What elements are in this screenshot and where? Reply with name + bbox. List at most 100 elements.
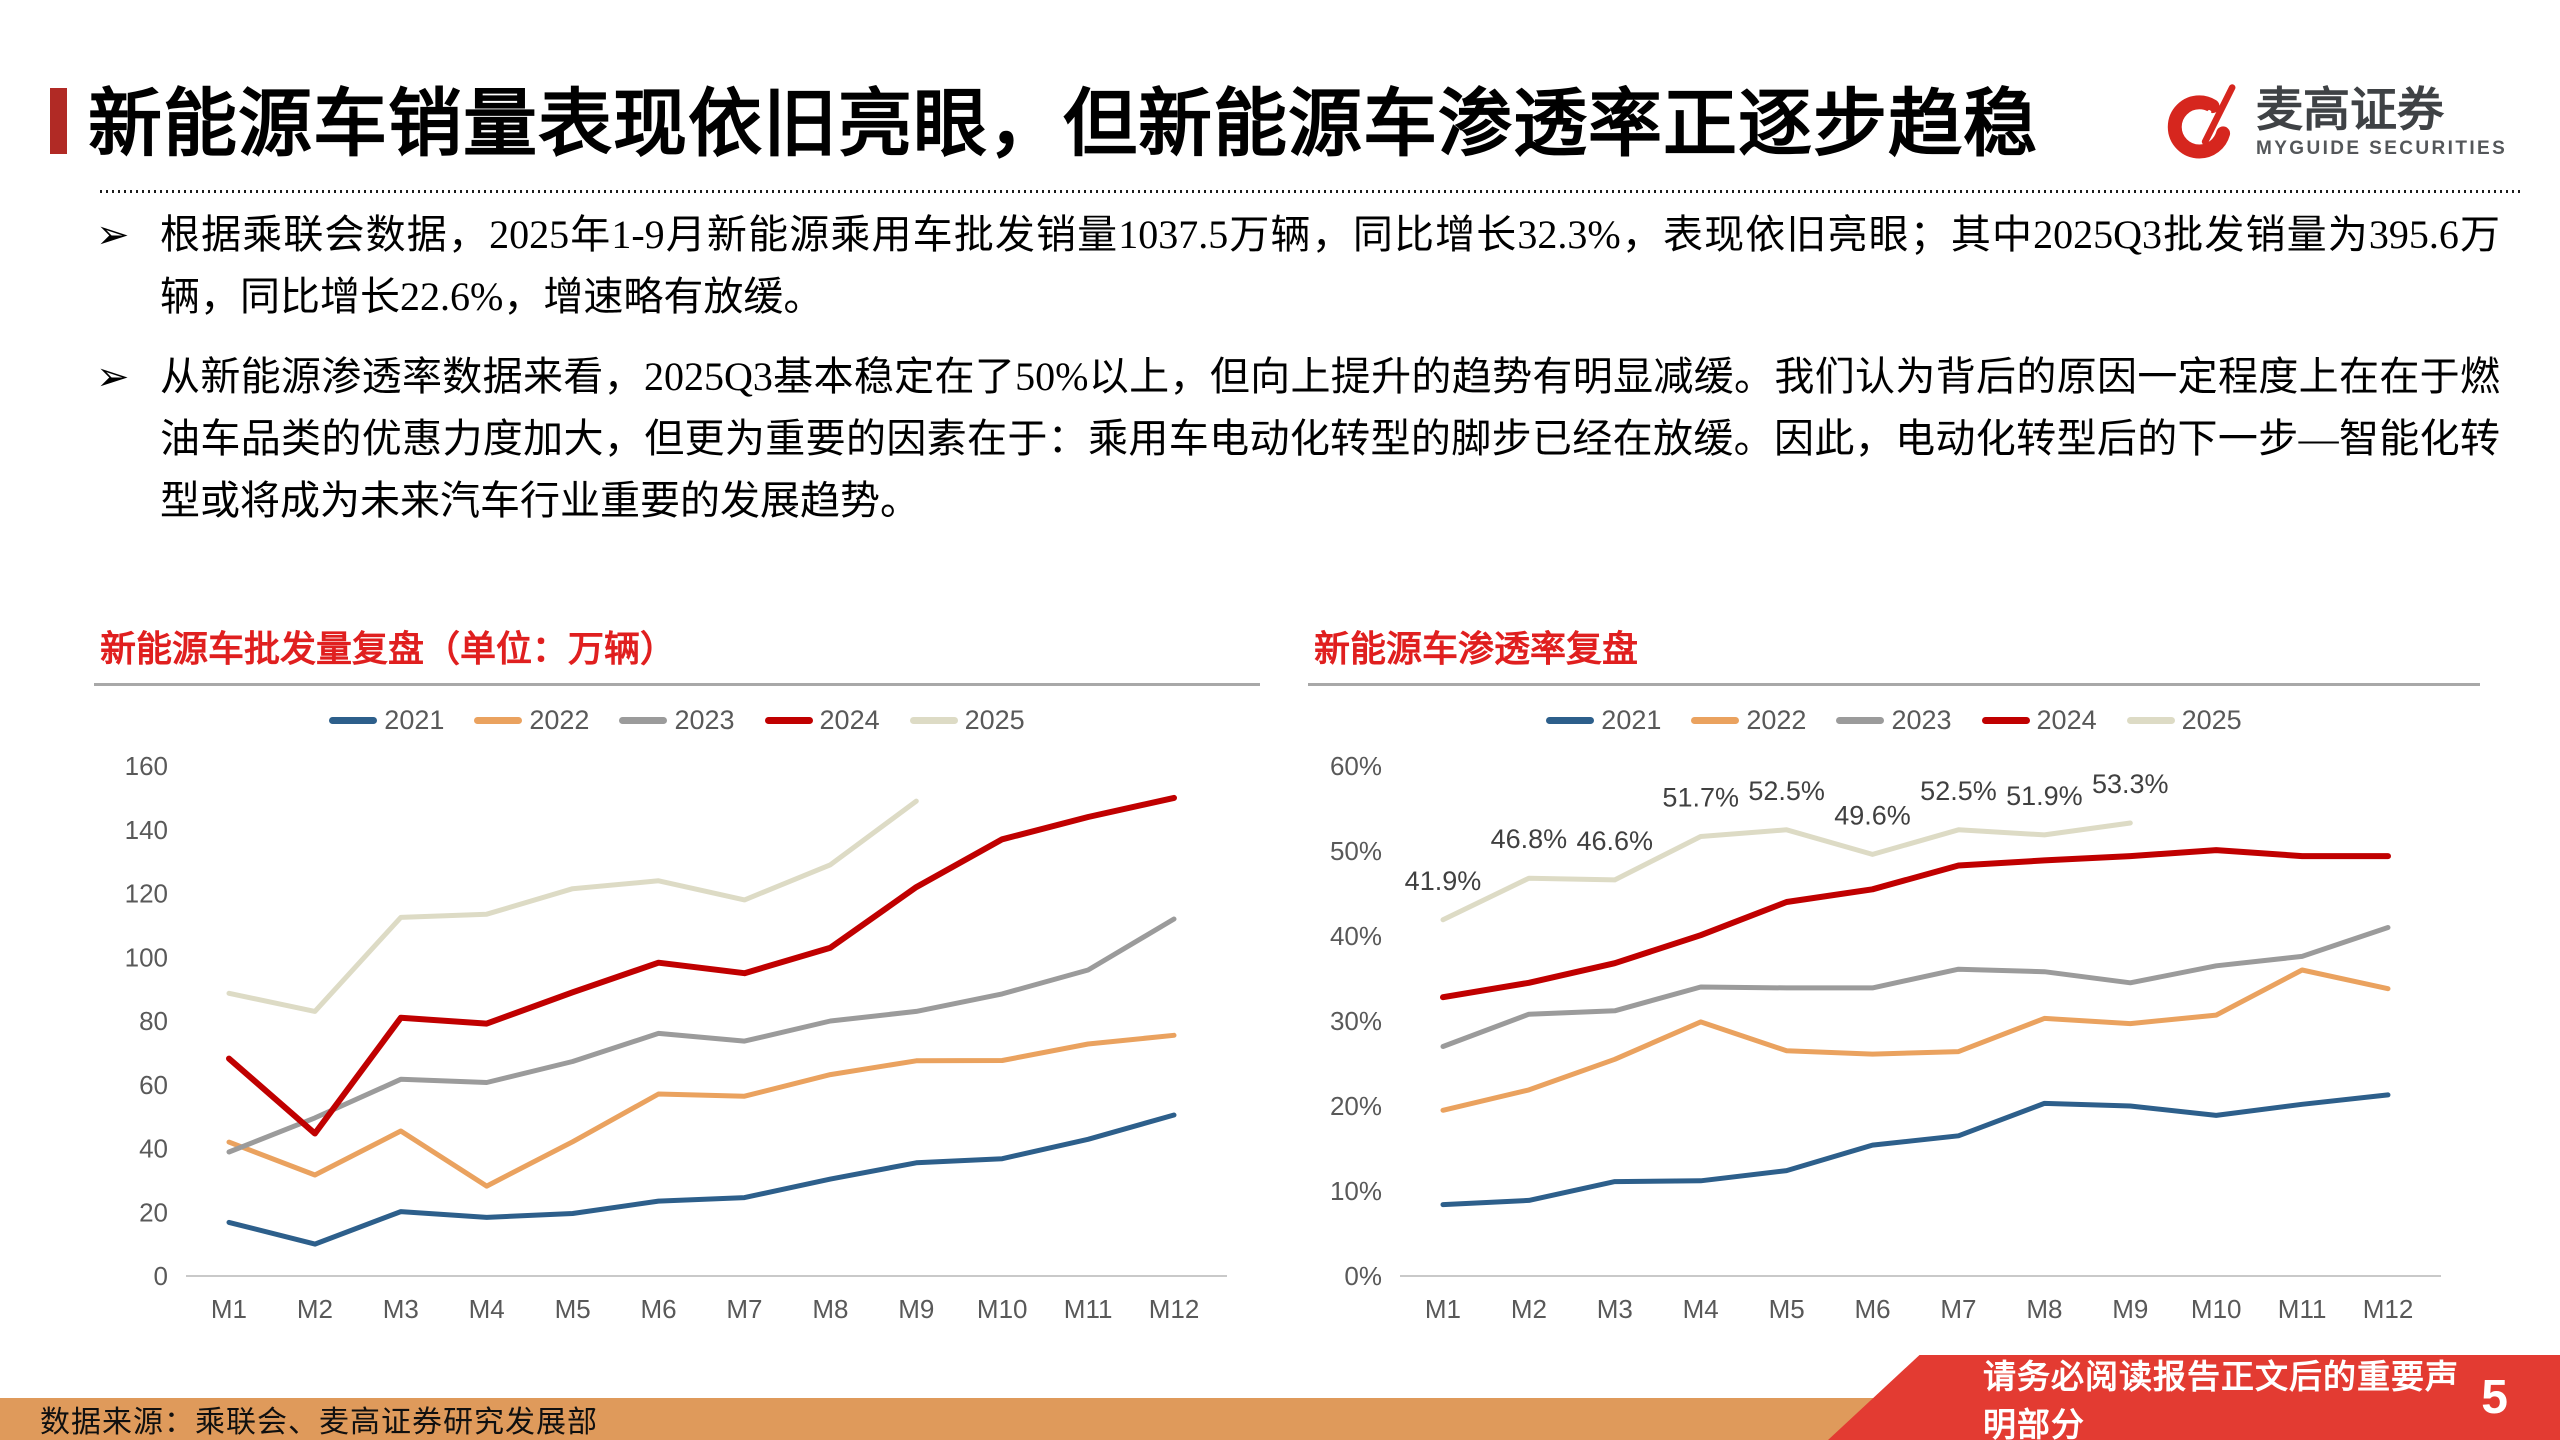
legend-swatch (1981, 716, 2030, 724)
bullet-item: ➢ 从新能源渗透率数据来看，2025Q3基本稳定在了50%以上，但向上提升的趋势… (96, 346, 2500, 532)
series-line-2022 (1440, 967, 2391, 1113)
legend-label: 2025 (2181, 704, 2242, 735)
legend-item-2021: 2021 (329, 705, 444, 736)
footer-disclaimer-band: 请务必阅读报告正文后的重要声明部分 5 (1828, 1355, 2560, 1440)
penetration-rate-line-chart: 0% 10% 20% 30% 40% 50% 60% M1 M2 M3 M4 M5 M6 M7 M8 M9 M1… (1330, 751, 2441, 1324)
data-label: 52.5% (1748, 776, 1825, 806)
y-axis-tick: 30% (1330, 1006, 1382, 1036)
x-axis-label: M4 (469, 1294, 505, 1324)
x-axis-label: M6 (1854, 1294, 1890, 1324)
data-label: 46.6% (1577, 826, 1654, 856)
legend-swatch (2126, 716, 2175, 724)
x-axis-label: M8 (2026, 1294, 2062, 1324)
bullet-arrow-icon: ➢ (96, 212, 130, 257)
x-axis-label: M6 (640, 1294, 676, 1324)
legend-swatch (1546, 716, 1595, 724)
bullet-text: 根据乘联会数据，2025年1-9月新能源乘用车批发销量1037.5万辆，同比增长… (160, 212, 2500, 319)
x-axis-label: M4 (1683, 1294, 1719, 1324)
x-axis-label: M8 (812, 1294, 848, 1324)
legend-item-2023: 2023 (1836, 704, 1952, 736)
series-line-2023 (1440, 925, 2391, 1050)
y-axis-tick: 160 (125, 751, 168, 781)
logo-en-text: MYGUIDE SECURITIES (2256, 138, 2508, 160)
legend-swatch (619, 716, 668, 724)
wholesale-volume-line-chart: 0 20 40 60 80 100 120 140 160 M1 M2 M3 M4 M5 M6 M7 M8 M9 M… (125, 751, 1227, 1324)
series-line-2024 (1440, 847, 2391, 1001)
logo-flower-icon (2167, 84, 2236, 159)
y-axis-tick: 100 (125, 942, 168, 972)
bullet-list: ➢ 根据乘联会数据，2025年1-9月新能源乘用车批发销量1037.5万辆，同比… (96, 204, 2500, 550)
title-accent-bar (50, 88, 67, 154)
y-axis-tick: 50% (1330, 836, 1382, 866)
x-axis-label: M12 (2363, 1294, 2414, 1324)
y-axis-tick: 60% (1330, 751, 1382, 781)
legend-swatch (474, 716, 523, 724)
legend-swatch (1691, 716, 1740, 724)
chart-title: 新能源车批发量复盘（单位：万辆） (100, 629, 677, 669)
series-line-2021 (226, 1112, 1177, 1247)
legend-item-2022: 2022 (1691, 705, 1806, 736)
y-axis-tick: 20 (139, 1197, 168, 1227)
x-axis-label: M3 (1597, 1294, 1633, 1324)
series-line-2021 (1440, 1092, 2391, 1208)
company-logo: 麦高证券 MYGUIDE SECURITIES (2160, 80, 2507, 164)
x-axis-label: M11 (1064, 1294, 1113, 1324)
legend-label: 2021 (1601, 704, 1662, 735)
legend-swatch (909, 716, 958, 724)
legend-item-2025: 2025 (2126, 704, 2242, 736)
series-line-2024 (226, 795, 1177, 1137)
x-axis-label: M11 (2278, 1294, 2327, 1324)
page-number: 5 (2481, 1371, 2508, 1424)
chart-title-rule (1308, 683, 2480, 687)
legend-label: 2024 (2036, 704, 2097, 735)
data-label: 51.7% (1662, 783, 1739, 813)
x-axis-label: M5 (555, 1294, 591, 1324)
logo-cn-text: 麦高证券 (2256, 82, 2444, 136)
y-axis-tick: 60 (139, 1070, 168, 1100)
x-axis-label: M3 (383, 1294, 419, 1324)
x-axis-label: M12 (1149, 1294, 1200, 1324)
legend-label: 2022 (1746, 704, 1807, 735)
series-line-2025 (226, 798, 919, 1015)
chart-legend: 2021 2022 2023 2024 2025 (1308, 704, 2480, 736)
legend-label: 2023 (1891, 704, 1952, 735)
x-axis-label: M9 (2112, 1294, 2148, 1324)
x-axis-label: M7 (726, 1294, 762, 1324)
data-label: 41.9% (1405, 866, 1482, 896)
legend-label: 2021 (384, 704, 445, 735)
legend-swatch (329, 716, 378, 724)
legend-swatch (1836, 716, 1885, 724)
x-axis-label: M1 (211, 1294, 247, 1324)
y-axis-tick: 10% (1330, 1176, 1382, 1206)
x-axis-label: M7 (1940, 1294, 1976, 1324)
data-label: 51.9% (2006, 781, 2083, 811)
y-axis-tick: 0% (1344, 1261, 1382, 1291)
legend-item-2022: 2022 (474, 705, 589, 736)
chart-title-rule (94, 683, 1260, 687)
bullet-item: ➢ 根据乘联会数据，2025年1-9月新能源乘用车批发销量1037.5万辆，同比… (96, 204, 2500, 328)
data-source-text: 数据来源：乘联会、麦高证券研究发展部 (40, 1406, 598, 1439)
data-label: 49.6% (1834, 801, 1911, 831)
title-divider (100, 190, 2520, 193)
data-label: 52.5% (1920, 776, 1997, 806)
chart-legend: 2021 2022 2023 2024 2025 (94, 704, 1260, 736)
y-axis-tick: 0 (154, 1261, 168, 1291)
page-title: 新能源车销量表现依旧亮眼，但新能源车渗透率正逐步趋稳 (88, 84, 2038, 166)
legend-label: 2023 (674, 704, 735, 735)
y-axis-tick: 40% (1330, 921, 1382, 951)
legend-label: 2022 (529, 704, 590, 735)
bullet-text: 从新能源渗透率数据来看，2025Q3基本稳定在了50%以上，但向上提升的趋势有明… (160, 354, 2500, 523)
penetration-rate-chart-panel: 新能源车渗透率复盘 2021 2022 2023 2024 2025 0% 10% 20% 3… (1308, 628, 2480, 1338)
y-axis-tick: 20% (1330, 1091, 1382, 1121)
y-axis-tick: 140 (125, 815, 168, 845)
x-axis-label: M10 (2191, 1294, 2242, 1324)
wholesale-volume-chart-panel: 新能源车批发量复盘（单位：万辆） 2021 2022 2023 2024 2025 0 2… (94, 628, 1260, 1338)
x-axis-label: M5 (1769, 1294, 1805, 1324)
legend-swatch (764, 716, 813, 724)
y-axis-tick: 120 (125, 879, 168, 909)
y-axis-tick: 40 (139, 1134, 168, 1164)
x-axis-label: M10 (977, 1294, 1028, 1324)
series-line-2025 (1440, 820, 2133, 923)
legend-label: 2025 (964, 704, 1025, 735)
